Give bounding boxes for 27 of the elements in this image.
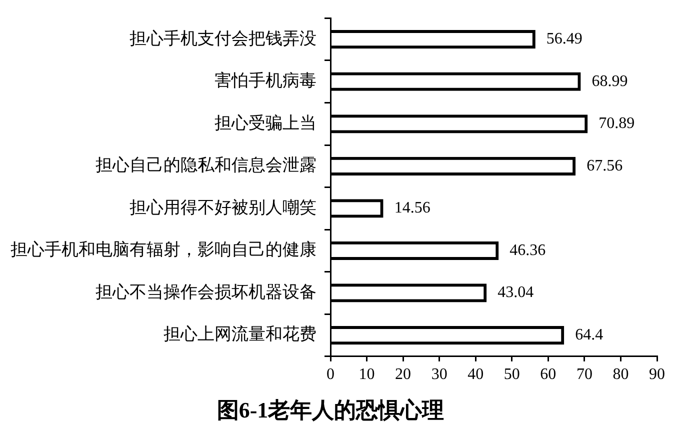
x-tick-label: 80 <box>612 366 629 384</box>
data-label: 68.99 <box>592 72 628 90</box>
data-label: 14.56 <box>394 200 430 217</box>
x-tick-label: 20 <box>395 366 412 384</box>
y-tick-label: 担心用得不好被别人嘲笑 <box>130 198 316 217</box>
y-tick-label: 担心自己的隐私和信息会泄露 <box>96 156 316 175</box>
data-label: 70.89 <box>598 115 635 132</box>
y-tick-label: 害怕手机病毒 <box>214 71 316 90</box>
x-tick-label: 50 <box>504 366 520 384</box>
y-tick-label: 担心手机和电脑有辐射，影响自己的健康 <box>10 240 316 260</box>
y-tick-label: 担心上网流量和花费 <box>164 324 316 344</box>
data-label: 56.49 <box>546 30 582 48</box>
y-tick-label: 担心受骗上当 <box>214 113 316 132</box>
data-label: 67.56 <box>586 157 623 174</box>
x-tick-label: 10 <box>358 366 375 384</box>
data-label: 64.4 <box>575 326 604 344</box>
x-tick-label: 70 <box>576 366 592 384</box>
y-tick-label: 担心手机支付会把钱弄没 <box>130 28 316 48</box>
data-label: 43.04 <box>498 284 534 302</box>
x-tick-label: 0 <box>326 366 334 384</box>
y-tick-label: 担心不当操作会损坏机器设备 <box>96 282 316 302</box>
text: 图6-1老年人的恐惧心理 <box>216 397 444 422</box>
x-tick-label: 90 <box>649 366 665 384</box>
data-label: 46.36 <box>510 242 546 259</box>
x-tick-label: 30 <box>431 366 448 384</box>
x-tick-label: 40 <box>468 366 484 384</box>
x-tick-label: 60 <box>540 366 556 384</box>
